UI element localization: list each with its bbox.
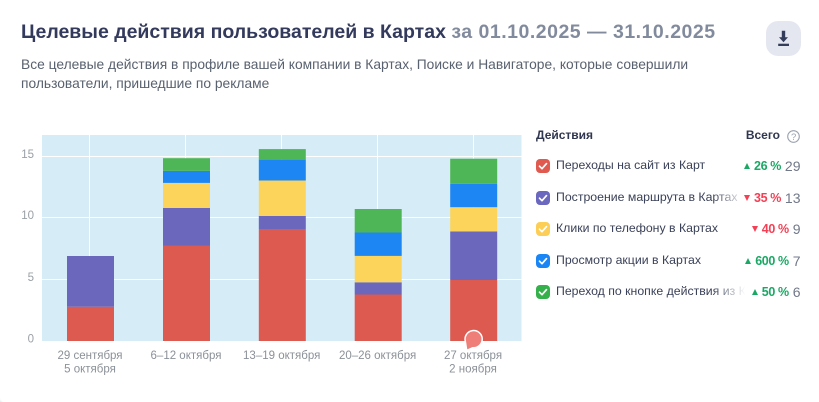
svg-text:6–12 октября: 6–12 октября — [151, 350, 222, 362]
svg-text:0: 0 — [28, 334, 34, 346]
svg-text:10: 10 — [21, 210, 34, 222]
svg-text:15: 15 — [21, 149, 34, 161]
svg-text:2 ноября: 2 ноября — [449, 363, 497, 375]
svg-text:27 октября: 27 октября — [444, 350, 502, 362]
svg-text:5 октября: 5 октября — [64, 363, 116, 375]
svg-text:13–19 октября: 13–19 октября — [243, 350, 320, 362]
svg-text:29 сентября: 29 сентября — [57, 350, 122, 362]
svg-text:20–26 октября: 20–26 октября — [339, 350, 416, 362]
svg-text:5: 5 — [28, 272, 34, 284]
svg-text:?: ? — [791, 131, 796, 142]
